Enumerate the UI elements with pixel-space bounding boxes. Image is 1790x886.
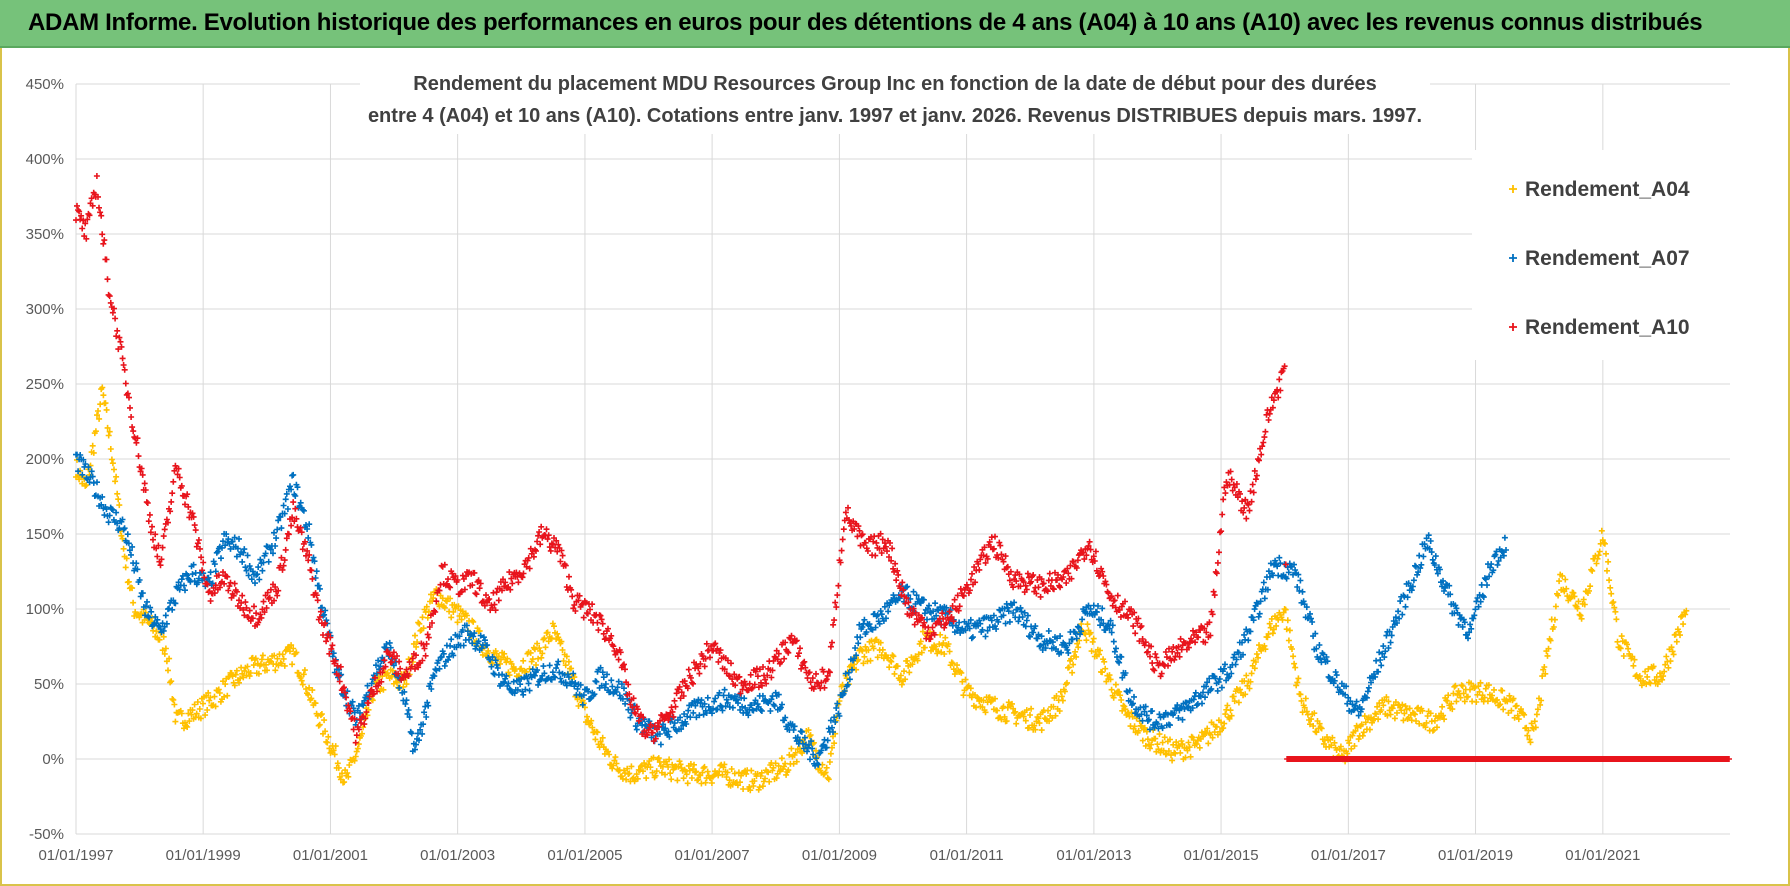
chart-title-line-1: Rendement du placement MDU Resources Gro…	[413, 73, 1377, 95]
header-bar: ADAM Informe. Evolution historique des p…	[0, 0, 1790, 48]
y-tick-label: 250%	[26, 376, 64, 393]
x-tick-label: 01/01/2019	[1438, 847, 1513, 864]
x-tick-label: 01/01/2001	[293, 847, 368, 864]
x-tick-label: 01/01/2009	[802, 847, 877, 864]
chart-title-box: Rendement du placement MDU Resources Gro…	[360, 62, 1430, 134]
x-tick-label: 01/01/2021	[1565, 847, 1640, 864]
series-markers-Rendement_A07	[73, 451, 1509, 769]
x-tick-label: 01/01/2007	[675, 847, 750, 864]
series-Rendement_A10	[73, 173, 1732, 762]
y-tick-label: 200%	[26, 451, 64, 468]
x-tick-label: 01/01/2003	[420, 847, 495, 864]
series-markers-Rendement_A10	[73, 173, 1732, 762]
legend-marker	[1509, 185, 1517, 193]
y-tick-label: 350%	[26, 226, 64, 243]
y-tick-label: 300%	[26, 301, 64, 318]
y-tick-label: 400%	[26, 151, 64, 168]
x-tick-label: 01/01/1999	[166, 847, 241, 864]
legend: Rendement_A04 Rendement_A07 Rendement_A10	[1472, 150, 1730, 360]
series-markers-Rendement_A04	[73, 384, 1690, 794]
x-tick-label: 01/01/2013	[1056, 847, 1131, 864]
x-tick-label: 01/01/1997	[38, 847, 113, 864]
series-Rendement_A07	[73, 451, 1509, 769]
y-tick-label: 150%	[26, 526, 64, 543]
chart-title-line-2: entre 4 (A04) et 10 ans (A10). Cotations…	[368, 105, 1422, 127]
x-tick-label: 01/01/2005	[547, 847, 622, 864]
y-tick-label: 0%	[42, 751, 64, 768]
legend-entry: Rendement_A07	[1525, 247, 1690, 270]
x-tick-label: 01/01/2011	[930, 847, 1004, 864]
y-axis-ticks: -50% 0% 50% 100% 150% 200% 250% 300% 350% 400% 450…	[26, 76, 64, 843]
legend-marker	[1509, 323, 1517, 331]
x-tick-label: 01/01/2015	[1184, 847, 1259, 864]
legend-marker	[1509, 254, 1517, 262]
legend-entry: Rendement_A04	[1525, 178, 1690, 201]
x-tick-label: 01/01/2017	[1311, 847, 1386, 864]
x-axis-ticks: 01/01/1997 01/01/1999 01/01/2001 01/01/2003…	[38, 847, 1640, 864]
y-tick-label: -50%	[29, 826, 64, 843]
legend-entry: Rendement_A10	[1525, 316, 1690, 339]
y-tick-label: 100%	[26, 601, 64, 618]
page-title: ADAM Informe. Evolution historique des p…	[28, 9, 1703, 36]
series-Rendement_A04	[73, 384, 1690, 794]
series-layer	[73, 173, 1732, 794]
y-tick-label: 50%	[34, 676, 64, 693]
y-tick-label: 450%	[26, 76, 64, 93]
